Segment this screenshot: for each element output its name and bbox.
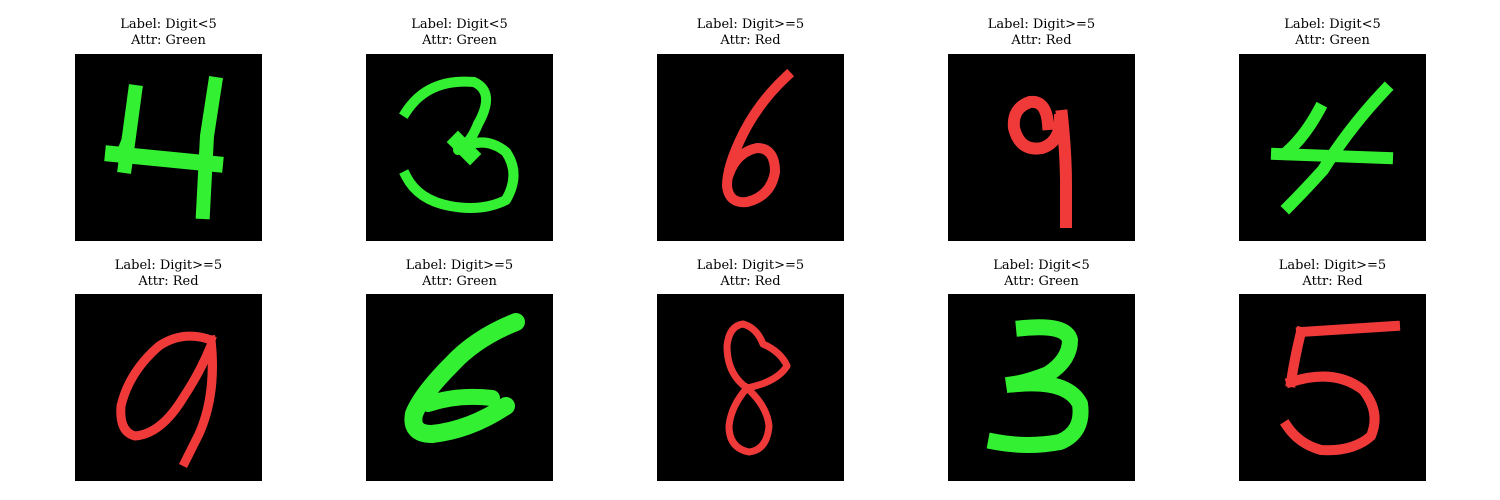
sample-caption: Label: Digit>=5 Attr: Red: [908, 17, 1175, 49]
digit-stroke: [1007, 95, 1072, 228]
digit-stroke: [116, 331, 217, 469]
digit-image: [1239, 294, 1426, 481]
sample-caption: Label: Digit>=5 Attr: Green: [326, 258, 593, 290]
sample-caption: Label: Digit<5 Attr: Green: [326, 17, 593, 49]
sample-attr: Attr: Green: [131, 33, 206, 48]
sample-caption: Label: Digit>=5 Attr: Red: [617, 258, 884, 290]
digit-image: [1239, 54, 1426, 241]
digit-stroke: [1280, 320, 1401, 456]
sample-label: Label: Digit>=5: [696, 258, 805, 273]
sample-attr: Attr: Red: [1302, 274, 1363, 289]
digit-stroke: [399, 76, 519, 213]
digit-stroke: [404, 313, 525, 443]
digit-stroke: [104, 76, 224, 220]
sample-attr: Attr: Green: [422, 274, 497, 289]
sample-attr: Attr: Red: [1011, 33, 1072, 48]
sample-label: Label: Digit<5: [1284, 17, 1381, 32]
sample-caption: Label: Digit>=5 Attr: Red: [35, 258, 302, 290]
sample-attr: Attr: Green: [1004, 274, 1079, 289]
sample-attr: Attr: Green: [1295, 33, 1370, 48]
sample-label: Label: Digit<5: [120, 17, 217, 32]
digit-image: [366, 294, 553, 481]
sample-label: Label: Digit>=5: [1278, 258, 1387, 273]
digit-image: [75, 294, 262, 481]
digit-image: [366, 54, 553, 241]
digit-image: [657, 54, 844, 241]
digit-stroke: [722, 68, 795, 208]
sample-attr: Attr: Red: [138, 274, 199, 289]
sample-label: Label: Digit>=5: [405, 258, 514, 273]
digit-stroke: [1270, 81, 1394, 215]
sample-caption: Label: Digit>=5 Attr: Red: [1199, 258, 1466, 290]
sample-caption: Label: Digit>=5 Attr: Red: [617, 17, 884, 49]
sample-attr: Attr: Green: [422, 33, 497, 48]
digit-stroke: [986, 319, 1089, 453]
digit-image: [948, 294, 1135, 481]
sample-label: Label: Digit<5: [411, 17, 508, 32]
digit-image: [75, 54, 262, 241]
sample-label: Label: Digit>=5: [696, 17, 805, 32]
sample-label: Label: Digit>=5: [114, 258, 223, 273]
digit-image: [657, 294, 844, 481]
sample-attr: Attr: Red: [720, 33, 781, 48]
sample-caption: Label: Digit<5 Attr: Green: [35, 17, 302, 49]
sample-attr: Attr: Red: [720, 274, 781, 289]
sample-caption: Label: Digit<5 Attr: Green: [1199, 17, 1466, 49]
sample-label: Label: Digit>=5: [987, 17, 1096, 32]
digit-image: [948, 54, 1135, 241]
digit-stroke: [723, 320, 791, 456]
sample-caption: Label: Digit<5 Attr: Green: [908, 258, 1175, 290]
sample-label: Label: Digit<5: [993, 258, 1090, 273]
